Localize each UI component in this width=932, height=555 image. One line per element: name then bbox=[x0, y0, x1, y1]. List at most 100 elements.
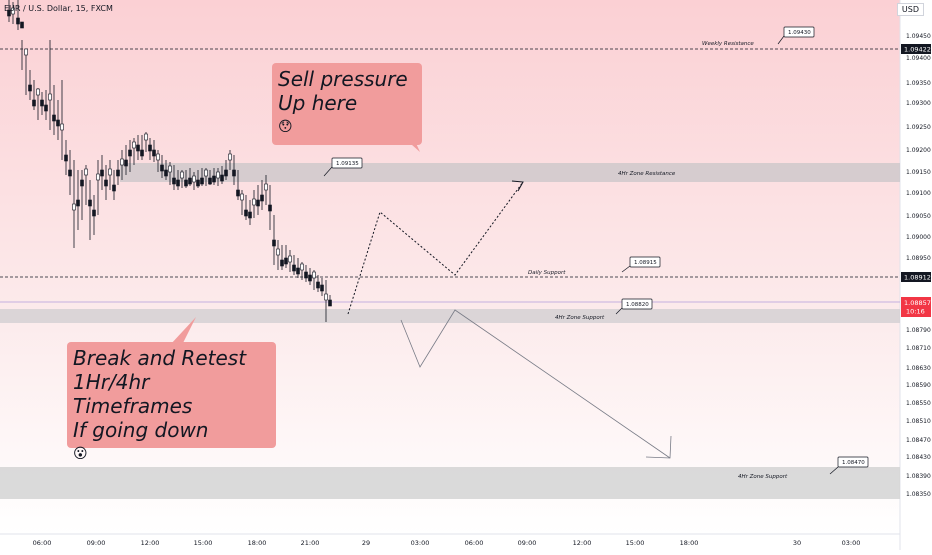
candle-body bbox=[196, 179, 200, 187]
candle-body bbox=[236, 189, 240, 197]
price-tick-label: 1.08590 bbox=[906, 382, 931, 389]
zones-layer: 4Hr Zone Resistance 4Hr Zone Support 4Hr… bbox=[0, 163, 900, 499]
candle-body bbox=[36, 88, 40, 96]
tag-daily[interactable]: 1.08915 bbox=[621, 256, 661, 273]
candle-body bbox=[136, 144, 140, 152]
candle-body bbox=[272, 239, 276, 247]
price-tick-label: 1.09050 bbox=[906, 213, 931, 220]
bearish-projection-path[interactable] bbox=[400, 309, 671, 459]
price-tick-label: 1.09450 bbox=[906, 33, 931, 40]
candle-body bbox=[288, 255, 292, 263]
tag-weekly-value: 1.09430 bbox=[788, 30, 811, 36]
tag-zone-resistance-value: 1.09135 bbox=[336, 161, 359, 167]
candle-body bbox=[292, 264, 296, 272]
symbol-title[interactable]: EUR / U.S. Dollar, 15, FXCM bbox=[4, 4, 113, 13]
price-tick-label: 1.09100 bbox=[906, 190, 931, 197]
candle-body bbox=[144, 133, 148, 141]
candle-body bbox=[172, 177, 176, 185]
candle-body bbox=[32, 99, 36, 107]
candle-body bbox=[16, 17, 20, 25]
candle-body bbox=[232, 169, 236, 177]
zone-4hr-resistance[interactable] bbox=[120, 163, 900, 182]
time-axis[interactable]: 06:00 09:00 12:00 15:00 18:00 21:00 29 03:00 06:… bbox=[33, 539, 861, 547]
price-tick-label: 1.08430 bbox=[906, 454, 931, 461]
candles-layer bbox=[7, 0, 332, 322]
tag-weekly[interactable]: 1.09430 bbox=[777, 26, 815, 45]
candle-body bbox=[276, 248, 280, 256]
candle-body bbox=[216, 171, 220, 179]
candle-body bbox=[264, 183, 268, 191]
price-tick-label: 1.09300 bbox=[906, 100, 931, 107]
tag-zone-support-upper[interactable]: 1.08820 bbox=[615, 298, 653, 315]
candle-body bbox=[160, 164, 164, 172]
candle-body bbox=[116, 169, 120, 177]
candle-body bbox=[11, 7, 15, 15]
retest-callout-pointer bbox=[170, 317, 196, 345]
zone-label-support-upper: 4Hr Zone Support bbox=[555, 315, 605, 321]
break-retest-callout[interactable]: Break and Retest 1Hr/4hr Timeframes If g… bbox=[67, 342, 276, 462]
candle-body bbox=[180, 171, 184, 179]
projections-layer bbox=[347, 180, 672, 459]
currency-button[interactable]: USD bbox=[896, 3, 924, 16]
levels-layer: Weekly Resistance Daily Support bbox=[0, 41, 900, 303]
candle-body bbox=[100, 169, 104, 177]
zone-4hr-support-lower[interactable] bbox=[0, 467, 900, 499]
price-tick-label: 1.08510 bbox=[906, 418, 931, 425]
time-tick-label: 12:00 bbox=[141, 539, 160, 547]
tag-daily-value: 1.08915 bbox=[634, 260, 657, 266]
bullish-projection-path[interactable] bbox=[347, 181, 524, 315]
price-tags-layer: 1.09430 1.09135 1.08915 1.08820 1.08470 bbox=[323, 26, 869, 475]
candle-body bbox=[20, 21, 24, 29]
time-tick-label: 09:00 bbox=[87, 539, 106, 547]
current-price-label-bg bbox=[901, 297, 931, 317]
tag-zone-support-lower[interactable]: 1.08470 bbox=[829, 456, 869, 475]
candle-body bbox=[240, 193, 244, 201]
time-tick-label: 30 bbox=[793, 539, 801, 547]
candle-body bbox=[44, 104, 48, 112]
candle-body bbox=[148, 144, 152, 152]
zone-4hr-support-upper[interactable] bbox=[0, 309, 900, 323]
candle-body bbox=[296, 267, 300, 275]
price-tick-label: 1.09200 bbox=[906, 147, 931, 154]
retest-callout-line2: 1Hr/4hr Timeframes bbox=[73, 370, 193, 418]
tag-zone-resistance[interactable]: 1.09135 bbox=[323, 157, 363, 177]
candle-body bbox=[284, 257, 288, 265]
candle-body bbox=[52, 114, 56, 122]
candle-body bbox=[192, 175, 196, 183]
price-tick-label: 1.08790 bbox=[906, 327, 931, 334]
daily-axis-label: 1.08912 bbox=[904, 274, 931, 282]
price-tick-label: 1.09350 bbox=[906, 80, 931, 87]
candle-body bbox=[96, 173, 100, 181]
daily-axis-label-bg bbox=[901, 272, 931, 282]
candle-body bbox=[260, 194, 264, 202]
candle-body bbox=[324, 293, 328, 301]
candle-body bbox=[212, 175, 216, 183]
price-tick-label: 1.09150 bbox=[906, 169, 931, 176]
candle-body bbox=[124, 159, 128, 167]
time-tick-label: 03:00 bbox=[842, 539, 861, 547]
candle-body bbox=[68, 169, 72, 177]
candle-body bbox=[128, 149, 132, 157]
worried-face-icon: 😮 bbox=[73, 446, 88, 462]
candle-body bbox=[80, 179, 84, 187]
weekly-axis-label-bg bbox=[901, 44, 931, 54]
candle-body bbox=[156, 153, 160, 161]
candle-body bbox=[200, 177, 204, 185]
candle-body bbox=[152, 149, 156, 157]
candle-body bbox=[224, 169, 228, 177]
sell-pressure-callout[interactable]: Sell pressure Up here 😯 bbox=[272, 63, 422, 145]
candle-body bbox=[188, 177, 192, 185]
current-price-label: 1.08857 bbox=[904, 299, 931, 307]
candle-body bbox=[228, 153, 232, 161]
time-tick-label: 29 bbox=[362, 539, 370, 547]
price-axis[interactable]: 1.09450 1.09400 1.09350 1.09300 1.09250 1.092… bbox=[906, 33, 931, 498]
candle-body bbox=[40, 99, 44, 107]
candle-body bbox=[88, 199, 92, 207]
candle-body bbox=[304, 271, 308, 279]
price-tick-label: 1.09000 bbox=[906, 234, 931, 241]
candle-body bbox=[104, 179, 108, 187]
countdown-label: 10:16 bbox=[906, 308, 925, 316]
candle-body bbox=[312, 271, 316, 279]
